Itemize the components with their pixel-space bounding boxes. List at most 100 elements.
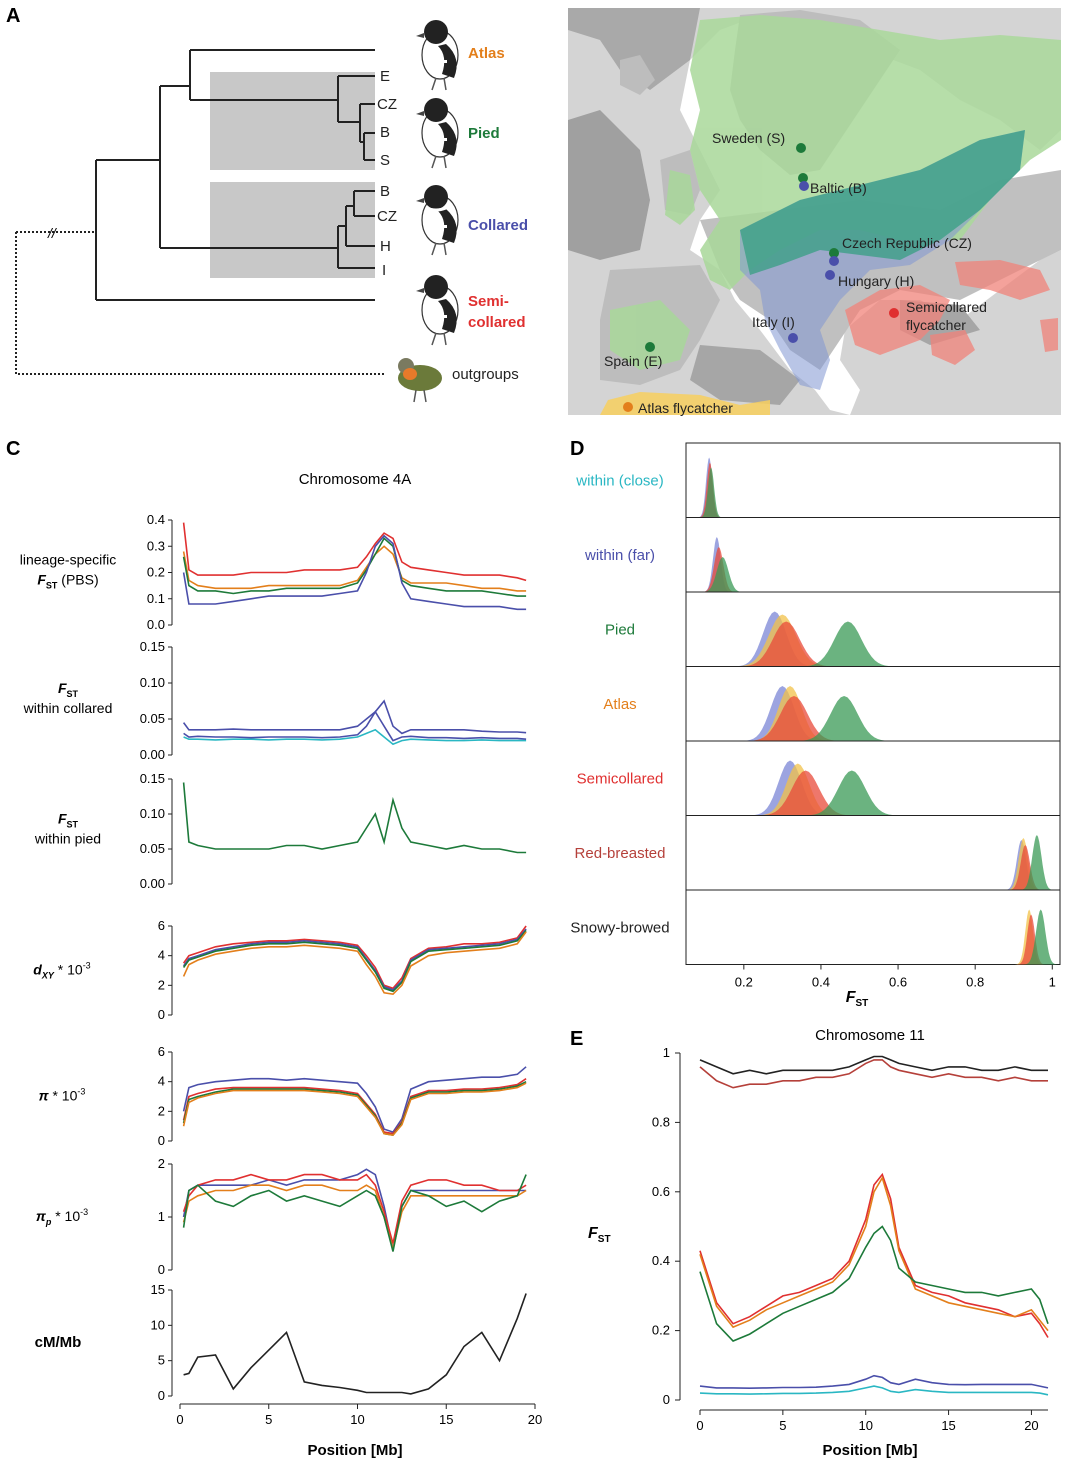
c-series-line-collared (182, 1168, 527, 1249)
d-row-box (685, 666, 1061, 742)
e-y-tick-label: 0 (663, 1392, 670, 1407)
d-row-box (685, 517, 1061, 593)
bird-wing-patch (437, 60, 447, 63)
c-y-tick-label: 0.2 (147, 565, 165, 580)
c-row-label-sup: -3 (80, 1207, 88, 1217)
c-y-tick-label: 0.05 (140, 711, 165, 726)
c-series-line-black (183, 1293, 527, 1395)
bird-wing (438, 209, 457, 243)
map-label-semi-2: flycatcher (906, 317, 966, 333)
range-map: Sweden (S) Baltic (B) Czech Republic (CZ… (568, 8, 1061, 416)
c-row-label-main: d (33, 962, 42, 978)
species-label-collared: Collared (468, 217, 528, 234)
d-density (1015, 914, 1047, 965)
d-row-label: within (close) (575, 472, 664, 489)
c-series-line-cyan (183, 728, 527, 746)
c-row-label-sub: p (45, 1217, 52, 1227)
bird-beak (416, 33, 424, 38)
e-series-line-cyan (699, 1385, 1049, 1396)
d-density (1006, 845, 1044, 890)
bird-wing-patch (437, 225, 447, 228)
c-y-tick-label: 0 (158, 1007, 165, 1022)
c-y-tick-label: 1 (158, 1209, 165, 1224)
c-row-label: FST (58, 811, 79, 830)
bird-icon (416, 20, 459, 91)
bird-legs (431, 155, 447, 169)
bird-wing (438, 299, 457, 333)
species-label-semi-1: Semi- (468, 293, 509, 310)
c-row-label: lineage-specific (20, 552, 117, 568)
panel-letter-a: A (6, 5, 20, 27)
c-series-line-semi (182, 1173, 527, 1244)
collared-population-box (210, 182, 375, 278)
c-y-tick-label: 0.00 (140, 876, 165, 891)
bird-wing (438, 122, 457, 156)
e-series-line-semi (699, 1172, 1049, 1338)
map-atlantic (568, 110, 650, 260)
species-label-atlas: Atlas (468, 45, 505, 62)
sample-dot-czech-pied (829, 248, 839, 258)
c-series-line-pied (182, 1174, 527, 1252)
sample-dot-semicollared (889, 308, 899, 318)
c-row-label-sub: ST (46, 581, 58, 591)
bird-head (424, 98, 448, 122)
d-density (751, 770, 860, 816)
map-mediterranean (690, 345, 800, 405)
c-row-label-sub: ST (67, 689, 79, 699)
pied-pop-label: S (380, 152, 390, 169)
d-row-label: Snowy-browed (570, 919, 669, 936)
c-row-label-suffix: * 10 (51, 1208, 80, 1224)
tree-branches (15, 49, 385, 375)
tree-break-mark: // (47, 225, 58, 241)
d-row-label: Pied (605, 621, 635, 638)
d-density (739, 696, 848, 741)
bird-beak (416, 198, 424, 203)
bird-beak (416, 111, 424, 116)
bird-legs (413, 389, 427, 403)
c-x-tick-label: 10 (350, 1412, 364, 1427)
collared-pop-labels: B CZ H I (377, 183, 397, 279)
c-y-tick-label: 2 (158, 1103, 165, 1118)
c-y-tick-label: 0.15 (140, 771, 165, 786)
bird-wing-patch (437, 138, 447, 141)
panel-letter-d: D (570, 438, 584, 460)
c-y-tick-label: 6 (158, 918, 165, 933)
c-series-line-collared (182, 534, 527, 611)
bird-beak (416, 288, 424, 293)
bird-legs (431, 332, 447, 346)
bird-head (424, 185, 448, 209)
pied-pop-labels: E CZ B S (377, 68, 397, 169)
c-y-tick-label: 15 (151, 1282, 165, 1297)
panel-d-xlabel: FST (846, 989, 869, 1009)
map-label-semi-1: Semicollared (906, 299, 987, 315)
c-row-label-suffix: * 10 (54, 962, 83, 978)
bird-head (424, 20, 448, 44)
e-y-tick-label: 0.2 (652, 1323, 670, 1338)
sample-dot-spain (645, 342, 655, 352)
phylogeny-tree: // E CZ B S B CZ H I Atlas Pied Collared… (15, 20, 528, 403)
c-y-tick-label: 0.00 (140, 747, 165, 762)
c-row-label-suffix: * 10 (49, 1088, 78, 1104)
c-row-label-sub: ST (67, 820, 79, 830)
atlas-range (600, 392, 770, 415)
bird-breast (403, 368, 417, 380)
bird-icon (416, 185, 459, 256)
c-row-label-f: F (58, 680, 67, 696)
c-series-line-atlas (182, 1184, 527, 1252)
c-y-tick-label: 2 (158, 1156, 165, 1171)
e-y-tick-label: 0.8 (652, 1114, 670, 1129)
c-y-tick-label: 10 (151, 1317, 165, 1332)
panel-e-xlabel: Position [Mb] (823, 1442, 918, 1459)
bird-collar (425, 206, 447, 212)
e-x-tick-label: 0 (696, 1418, 703, 1433)
bird-icon (416, 275, 459, 346)
c-x-tick-label: 20 (528, 1412, 542, 1427)
c-row-label: cM/Mb (35, 1334, 82, 1351)
c-series-line-pied (182, 782, 527, 854)
panel-e-ylabel: FST (588, 1225, 611, 1245)
c-y-tick-label: 4 (158, 948, 165, 963)
bird-legs (431, 77, 447, 91)
c-y-tick-label: 0 (158, 1388, 165, 1403)
